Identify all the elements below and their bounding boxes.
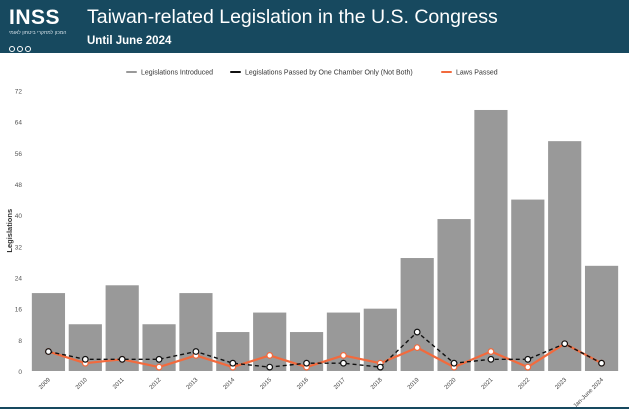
x-tick-label: 2021 [481,377,495,391]
y-tick-label: 48 [15,182,23,189]
y-tick-label: 8 [18,338,22,345]
bar-Jan-June 2024 [584,265,619,371]
x-tick-label: 2009 [38,377,52,391]
logo-emblem-icon [9,39,33,57]
passed-one-chamber-point-2022 [524,355,532,363]
laws-passed-point-2015 [266,352,274,359]
x-tick-label: 2013 [186,377,200,391]
y-tick-label: 16 [15,307,23,314]
chart-legend: Legislations Introduced Legislations Pass… [126,70,498,77]
passed-one-chamber-point-Jan-June 2024 [598,359,605,367]
logo-wordmark: INSS [9,6,61,29]
x-tick-label: 2012 [149,377,163,391]
bar-2021 [474,109,508,371]
bar-2020 [437,219,471,371]
y-tick-label: 64 [15,120,23,127]
passed-one-chamber-point-2019 [413,328,421,336]
bars-legislations-introduced [31,109,619,371]
passed-one-chamber-point-2017 [340,359,347,367]
bar-2023 [548,141,582,371]
inss-logo: INSS המכון למחקרי ביטחון לאומי [9,6,73,52]
x-axis: 2009 2010 2011 2012 2013 2014 2015 2016 2017 2018… [38,377,605,407]
passed-one-chamber-point-2020 [450,359,458,367]
passed-one-chamber-point-2013 [192,348,200,355]
y-tick-label: 32 [15,244,23,251]
y-tick-label: 40 [15,213,23,220]
bar-2015 [253,312,287,371]
y-axis: 0 8 16 24 32 40 48 56 64 72 Legislations [5,89,22,377]
x-tick-label: 2010 [75,377,89,391]
bar-2022 [511,199,545,371]
bar-2009 [31,293,66,371]
x-tick-label: 2011 [112,377,126,391]
laws-passed-point-2012 [155,363,163,371]
passed-one-chamber-point-2018 [376,363,384,371]
x-tick-label: 2014 [223,377,237,391]
legend-label-2: Laws Passed [456,70,498,77]
passed-one-chamber-point-2012 [155,355,163,363]
passed-one-chamber-point-2010 [81,355,89,363]
laws-passed-point-2017 [340,352,347,359]
chart-subtitle: Until June 2024 [87,35,172,47]
laws-passed-point-2021 [487,348,495,355]
y-tick-label: 72 [15,89,23,96]
passed-one-chamber-point-2023 [561,340,569,348]
x-tick-label: 2015 [259,377,273,391]
logo-subtext: המכון למחקרי ביטחון לאומי [9,30,67,36]
passed-one-chamber-point-2015 [266,363,274,371]
x-tick-label: 2019 [407,377,421,391]
x-tick-label: 2017 [333,377,347,391]
y-tick-label: 24 [15,276,23,283]
x-tick-label: 2022 [518,377,532,391]
legend-label-1: Legislations Passed by One Chamber Only … [245,70,413,77]
passed-one-chamber-point-2009 [45,348,52,355]
laws-passed-point-2022 [524,363,532,371]
x-tick-label: 2018 [370,377,384,391]
x-tick-label: 2016 [296,377,310,391]
chart-lines [45,328,605,371]
y-axis-label: Legislations [5,209,14,253]
x-tick-label: Jan-June 2024 [573,377,606,407]
legend-label-0: Legislations Introduced [141,70,213,77]
laws-passed-point-2019 [413,344,421,352]
passed-one-chamber-line [48,331,602,368]
passed-one-chamber-point-2014 [229,359,237,367]
header-banner: INSS המכון למחקרי ביטחון לאומי Taiwan-re… [0,0,629,53]
legislation-chart: Legislations Introduced Legislations Pass… [5,70,619,407]
passed-one-chamber-point-2016 [303,359,310,367]
y-tick-label: 0 [18,369,22,376]
chart-title: Taiwan-related Legislation in the U.S. C… [87,6,498,28]
bottom-rule [0,407,629,409]
x-tick-label: 2020 [444,377,458,391]
passed-one-chamber-point-2021 [487,355,495,363]
passed-one-chamber-point-2011 [118,355,126,363]
y-tick-label: 56 [15,151,23,158]
x-tick-label: 2023 [554,377,568,391]
